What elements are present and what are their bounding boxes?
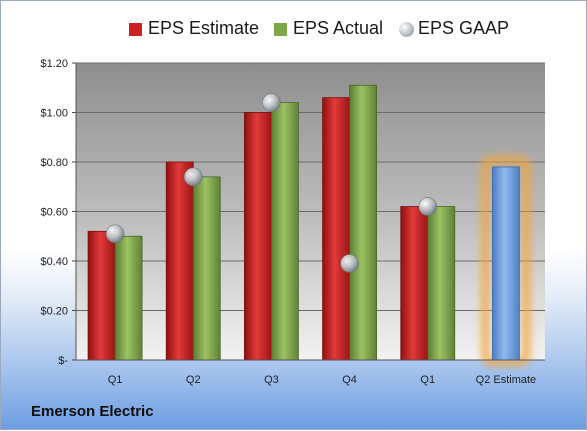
bar-eps-estimate [165, 161, 194, 361]
x-tick-label: Q4 [342, 374, 357, 386]
x-tick-label: Q3 [264, 374, 279, 386]
legend-label-eps-estimate: EPS Estimate [148, 18, 260, 38]
marker-eps-gaap [183, 167, 203, 187]
y-tick-label: $1.00 [40, 108, 68, 120]
x-axis: Q1 Q2 Q3 Q4 Q1 Q2 Estimate [76, 359, 545, 386]
legend-swatch-eps-estimate [129, 23, 142, 36]
y-tick-label: $0.40 [40, 256, 68, 268]
legend-label-eps-actual: EPS Actual [293, 18, 384, 38]
bar-eps-actual [114, 235, 143, 361]
legend-label-eps-gaap: EPS GAAP [418, 18, 510, 38]
bar-eps-actual [192, 176, 221, 361]
marker-eps-gaap [105, 224, 125, 244]
marker-eps-gaap [340, 254, 359, 273]
bar-eps-actual [349, 84, 377, 361]
bar-eps-estimate [244, 112, 272, 361]
y-tick-label: $1.20 [40, 58, 68, 70]
x-tick-label: Q1 [420, 374, 435, 386]
y-axis: $- $0.20 $0.40 $0.60 $0.80 $1.00 $1.20 [40, 58, 77, 367]
x-tick-label: Q1 [108, 374, 123, 386]
y-tick-label: $0.20 [40, 306, 68, 318]
bar-eps-actual [271, 102, 299, 361]
legend-swatch-eps-actual [274, 23, 287, 36]
marker-eps-gaap [418, 197, 438, 216]
highlight-glow [481, 155, 531, 366]
y-tick-label: $0.60 [40, 207, 68, 219]
company-name: Emerson Electric [31, 403, 154, 420]
legend-marker-eps-gaap [399, 22, 414, 37]
legend: EPS Estimate EPS Actual EPS GAAP [1, 17, 587, 43]
bar-eps-estimate [322, 97, 350, 361]
y-tick-label: $0.80 [40, 157, 68, 169]
bar-eps-estimate [400, 206, 429, 361]
bar-eps-estimate [492, 166, 520, 361]
marker-eps-gaap [262, 93, 281, 112]
bars [87, 84, 531, 366]
gaap-markers [105, 93, 438, 273]
x-tick-label: Q2 [186, 374, 201, 386]
bar-eps-estimate [87, 230, 116, 361]
y-tick-label: $- [58, 355, 68, 367]
bar-eps-actual [427, 206, 456, 361]
x-tick-label: Q2 Estimate [476, 374, 537, 386]
